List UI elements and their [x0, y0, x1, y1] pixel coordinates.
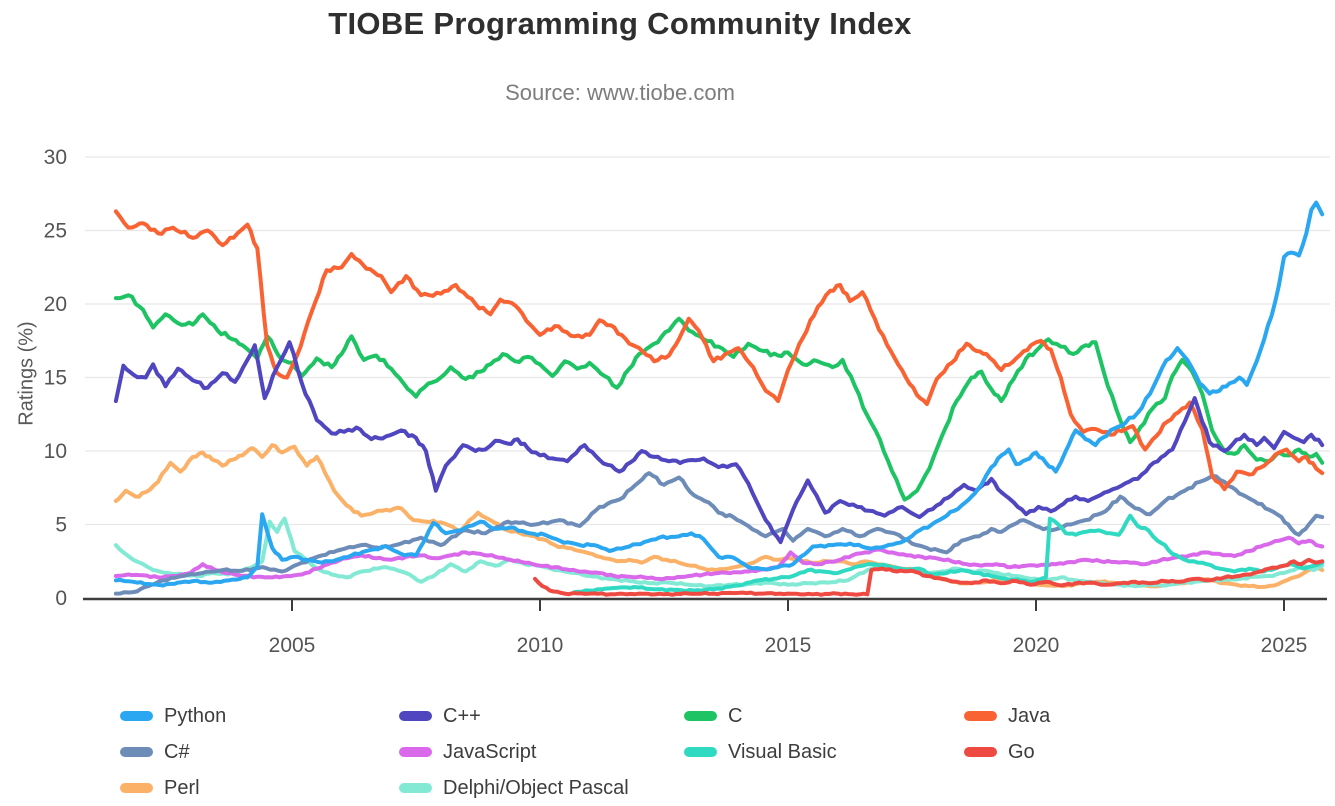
y-tick-label-20: 20: [44, 293, 67, 316]
legend-item-go[interactable]: Go: [964, 741, 1204, 764]
legend-label: Visual Basic: [728, 740, 837, 763]
legend-item-visual-basic[interactable]: Visual Basic: [684, 741, 964, 764]
series-line-visual-basic: [572, 513, 1325, 595]
x-tick-label-2015: 2015: [765, 634, 812, 657]
chart-legend: Python C++ C Java C# JavaScript Visual Basic Go…: [120, 698, 1204, 806]
legend-item-perl[interactable]: Perl: [120, 777, 399, 800]
legend-item-delphi-object-pascal[interactable]: Delphi/Object Pascal: [399, 777, 684, 800]
y-tick-label-0: 0: [55, 587, 67, 610]
legend-label: JavaScript: [443, 740, 537, 763]
x-tick-label-2025: 2025: [1261, 634, 1308, 657]
legend-label: C++: [443, 704, 481, 727]
y-tick-label-5: 5: [55, 514, 67, 537]
legend-item-c[interactable]: C#: [120, 741, 399, 764]
legend-label: Perl: [164, 776, 200, 799]
legend-label: C#: [164, 740, 190, 763]
chart-subtitle: Source: www.tiobe.com: [505, 80, 735, 105]
legend-swatch-delphi-object-pascal: [399, 783, 432, 793]
legend-swatch-c: [684, 711, 717, 721]
legend-swatch-java: [964, 711, 997, 721]
series-line-go: [533, 557, 1325, 597]
legend-item-java[interactable]: Java: [964, 705, 1204, 728]
legend-swatch-visual-basic: [684, 747, 717, 757]
legend-label: Java: [1008, 704, 1051, 727]
x-tick-label-2005: 2005: [269, 634, 316, 657]
legend-swatch-c: [120, 747, 153, 757]
legend-label: Python: [164, 704, 227, 727]
legend-label: Go: [1008, 740, 1035, 763]
legend-swatch-javascript: [399, 747, 432, 757]
legend-swatch-perl: [120, 783, 153, 793]
series-line-c: [113, 293, 1325, 502]
legend-item-javascript[interactable]: JavaScript: [399, 741, 684, 764]
legend-item-c[interactable]: C: [684, 705, 964, 728]
series-line-javascript: [113, 535, 1325, 582]
legend-swatch-go: [964, 747, 997, 757]
y-tick-label-30: 30: [44, 146, 67, 169]
y-tick-label-15: 15: [44, 367, 67, 390]
legend-item-c[interactable]: C++: [399, 705, 684, 728]
series-line-python: [113, 200, 1325, 588]
series-line-java: [113, 209, 1325, 492]
series-line-c: [113, 471, 1325, 596]
legend-swatch-c: [399, 711, 432, 721]
series-line-c: [113, 340, 1325, 545]
y-tick-label-25: 25: [44, 220, 67, 243]
x-tick-label-2010: 2010: [517, 634, 564, 657]
y-tick-label-10: 10: [44, 440, 67, 463]
legend-item-python[interactable]: Python: [120, 705, 399, 728]
x-tick-label-2020: 2020: [1013, 634, 1060, 657]
chart-title: TIOBE Programming Community Index: [328, 6, 912, 41]
legend-label: Delphi/Object Pascal: [443, 776, 629, 799]
legend-label: C: [728, 704, 743, 727]
legend-swatch-python: [120, 711, 153, 721]
